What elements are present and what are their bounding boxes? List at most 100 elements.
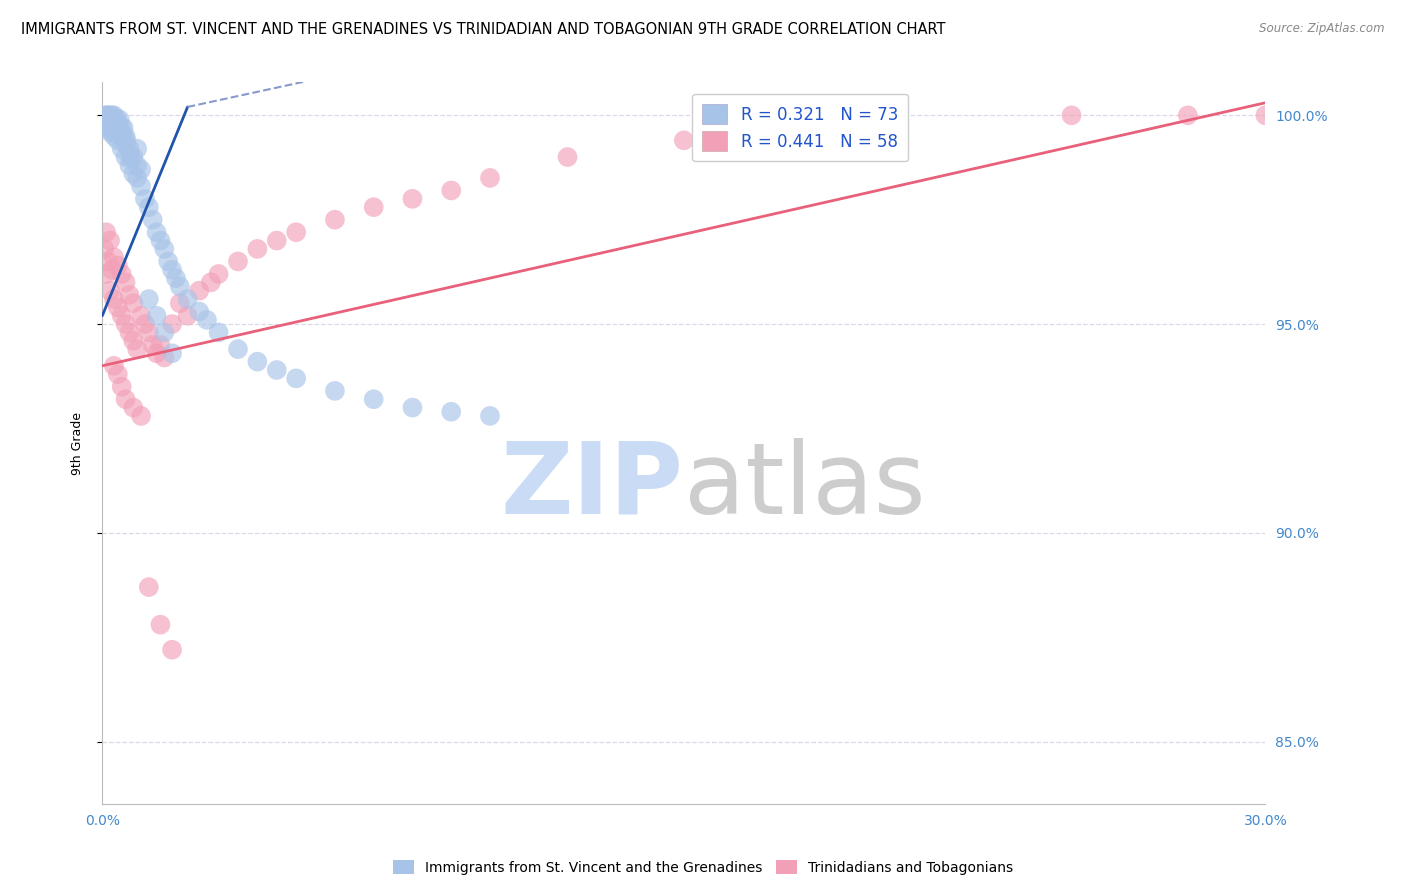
Point (94, 108, 117, 122)
Point (176, 309, 198, 323)
Point (138, 580, 160, 594)
Point (226, 342, 249, 356)
Point (134, 317, 156, 331)
Point (104, 125, 127, 139)
Text: IMMIGRANTS FROM ST. VINCENT AND THE GRENADINES VS TRINIDADIAN AND TOBAGONIAN 9TH: IMMIGRANTS FROM ST. VINCENT AND THE GREN… (21, 22, 946, 37)
Point (93, 112, 115, 127)
Point (103, 120, 125, 135)
Point (226, 254, 249, 268)
Point (129, 179, 152, 194)
Point (108, 112, 131, 127)
Point (285, 225, 308, 239)
Point (149, 338, 172, 352)
Point (153, 351, 176, 365)
Point (96, 267, 118, 281)
Point (120, 150, 142, 164)
Legend: R = 0.321   N = 73, R = 0.441   N = 58: R = 0.321 N = 73, R = 0.441 N = 58 (692, 94, 908, 161)
Point (111, 309, 134, 323)
Point (111, 120, 134, 135)
Text: atlas: atlas (683, 438, 925, 535)
Point (266, 363, 288, 377)
Point (107, 301, 129, 315)
Point (479, 170, 502, 185)
Point (98, 125, 121, 139)
Point (111, 267, 134, 281)
Point (93, 242, 115, 256)
Point (129, 309, 152, 323)
Point (127, 170, 149, 185)
Point (103, 129, 125, 144)
Point (149, 234, 172, 248)
Point (107, 259, 129, 273)
Point (127, 342, 149, 356)
Point (285, 371, 308, 385)
Point (111, 129, 134, 144)
Point (98, 108, 121, 122)
Point (122, 401, 145, 415)
Point (363, 392, 385, 407)
Point (195, 313, 218, 327)
Point (112, 120, 135, 135)
Point (101, 108, 124, 122)
Point (246, 354, 269, 368)
Point (107, 125, 129, 139)
Point (114, 275, 136, 289)
Point (118, 326, 141, 340)
Point (115, 133, 138, 147)
Point (91, 117, 114, 131)
Point (157, 254, 180, 268)
Point (138, 200, 160, 214)
Point (114, 137, 136, 152)
Point (97, 254, 120, 268)
Point (160, 317, 183, 331)
Point (98, 117, 121, 131)
Point (145, 309, 167, 323)
Point (207, 326, 229, 340)
Point (142, 338, 165, 352)
Point (246, 242, 269, 256)
Point (127, 158, 149, 172)
Point (114, 392, 136, 407)
Point (100, 120, 122, 135)
Point (96, 225, 118, 239)
Point (138, 326, 160, 340)
Legend: Immigrants from St. Vincent and the Grenadines, Trinidadians and Tobagonians: Immigrants from St. Vincent and the Gren… (387, 855, 1019, 880)
Point (207, 267, 229, 281)
Point (104, 120, 127, 135)
Point (1254, 108, 1277, 122)
Point (114, 129, 136, 144)
Point (153, 326, 176, 340)
Point (440, 405, 463, 419)
Point (103, 108, 125, 122)
Point (401, 401, 423, 415)
Point (98, 284, 121, 298)
Y-axis label: 9th Grade: 9th Grade (72, 411, 84, 475)
Point (866, 117, 889, 131)
Point (1060, 108, 1083, 122)
Text: ZIP: ZIP (501, 438, 683, 535)
Point (153, 242, 176, 256)
Point (145, 225, 167, 239)
Point (118, 158, 141, 172)
Point (134, 192, 156, 206)
Point (149, 617, 172, 632)
Point (114, 150, 136, 164)
Point (129, 162, 152, 177)
Point (98, 234, 121, 248)
Point (323, 212, 346, 227)
Point (103, 292, 125, 306)
Point (672, 133, 695, 147)
Point (401, 192, 423, 206)
Point (323, 384, 346, 398)
Point (165, 271, 187, 285)
Point (107, 367, 129, 381)
Point (789, 120, 811, 135)
Point (107, 120, 129, 135)
Text: Source: ZipAtlas.com: Source: ZipAtlas.com (1260, 22, 1385, 36)
Point (440, 184, 463, 198)
Point (98, 112, 121, 127)
Point (122, 334, 145, 348)
Point (101, 262, 124, 277)
Point (118, 142, 141, 156)
Point (176, 292, 198, 306)
